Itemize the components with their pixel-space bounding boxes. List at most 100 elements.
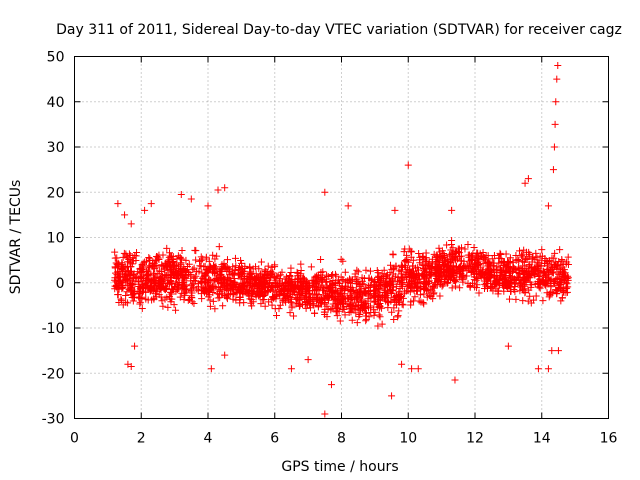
data-point [311,294,319,302]
data-point [224,287,232,295]
data-point [490,268,498,276]
data-point [317,256,325,264]
data-point [549,166,557,174]
data-point [382,272,390,280]
data-point [121,271,129,279]
data-point [472,273,480,281]
data-point [337,255,345,263]
data-point [271,305,279,313]
data-point [414,264,422,272]
data-point [167,288,175,296]
data-point [396,294,404,302]
data-point [354,268,362,276]
data-point [501,277,509,285]
data-point [409,256,417,264]
data-point [206,296,214,304]
data-point [404,287,412,295]
data-point [223,256,231,264]
y-tick-label: 0 [56,276,65,292]
data-point [229,263,237,271]
data-point [213,275,221,283]
data-point [199,255,207,263]
data-point [371,297,379,305]
data-point [130,289,138,297]
data-point [520,258,528,266]
data-point [358,297,366,305]
data-point [551,120,559,128]
data-point [182,286,190,294]
data-point [345,308,353,316]
data-point [443,271,451,279]
data-point [558,294,566,302]
data-point [198,295,206,303]
data-point [538,252,546,260]
data-point [251,274,259,282]
data-points [111,62,572,418]
data-point [459,262,467,270]
data-point [538,277,546,285]
data-point [558,272,566,280]
data-point [554,347,562,355]
data-point [269,269,277,277]
data-point [288,295,296,303]
y-tick-label: 20 [47,185,65,201]
data-point [443,241,451,249]
data-point [452,282,460,290]
data-point [167,278,175,286]
data-point [249,283,257,291]
data-point [347,308,355,316]
data-point [334,291,342,299]
data-point [303,288,311,296]
data-point [164,258,172,266]
data-point [519,277,527,285]
data-point [124,258,132,266]
data-point [211,305,219,313]
data-point [307,263,315,271]
data-point [288,302,296,310]
data-point [502,280,510,288]
data-point [555,274,563,282]
data-point [221,351,229,359]
data-point [312,277,320,285]
y-tick-label: 40 [47,95,65,111]
data-point [140,284,148,292]
data-point [388,392,396,400]
data-point [202,286,210,294]
data-point [370,278,378,286]
data-point [424,261,432,269]
data-point [228,284,236,292]
data-point [308,276,316,284]
data-point [336,317,344,325]
data-point [449,267,457,275]
data-point [396,293,404,301]
data-point [356,281,364,289]
data-point [163,244,171,252]
data-point [347,279,355,287]
data-point [348,316,356,324]
data-point [496,249,504,257]
data-point [389,250,397,258]
data-point [119,301,127,309]
data-point [421,275,429,283]
data-point [232,262,240,270]
data-point [327,381,335,389]
data-point [323,313,331,321]
data-point [133,248,141,256]
data-point [398,263,406,271]
data-point [135,293,143,301]
data-point [162,261,170,269]
data-point [122,292,130,300]
data-point [533,254,541,262]
data-point [450,273,458,281]
data-point [500,269,508,277]
data-point [174,252,182,260]
data-point [206,302,214,310]
data-point [150,294,158,302]
data-point [445,275,453,283]
data-point [346,300,354,308]
data-point [505,267,513,275]
data-point [112,278,120,286]
x-tick-label: 0 [70,431,79,447]
data-point [342,283,350,291]
data-point [398,360,406,368]
